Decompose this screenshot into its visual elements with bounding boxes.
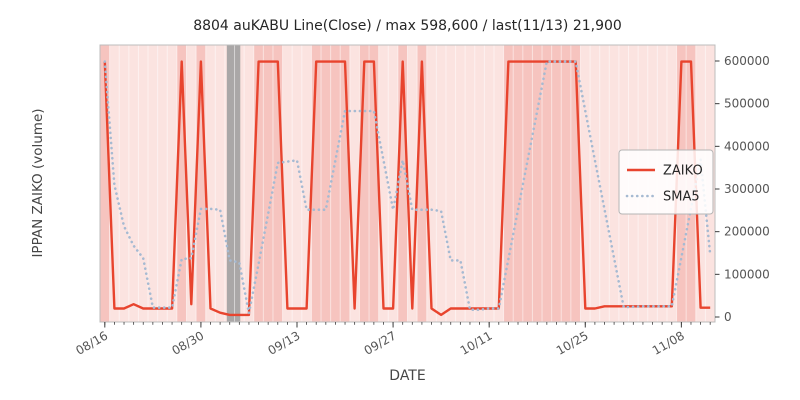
x-axis-label: DATE [389,368,426,384]
legend-label: SMA5 [663,190,700,205]
legend: ZAIKO SMA5 [618,149,714,215]
x-tick-label: 09/27 [362,328,399,357]
x-axis: 08/16 08/30 09/13 09/27 10/11 10/25 11/08 [73,322,711,358]
sma5-line [103,60,712,315]
highlight-band [196,45,206,322]
gray-band [226,45,241,322]
plot-border [99,44,716,323]
y-tick-label: 600000 [724,54,770,68]
x-tick-label: 10/11 [458,328,495,357]
y-tick-label: 500000 [724,97,770,111]
y-tick-label: 400000 [724,139,770,153]
y-tick-label: 200000 [724,225,770,239]
x-tick-label: 10/25 [554,328,591,357]
x-tick-label: 11/08 [650,328,687,357]
legend-item-zaiko: ZAIKO [627,164,703,179]
chart-title: 8804 auKABU Line(Close) / max 598,600 / … [193,18,622,34]
x-tick-label: 08/16 [73,328,110,357]
y-tick-label: 300000 [724,182,770,196]
x-tick-label: 09/13 [266,328,303,357]
highlight-band [417,45,427,322]
legend-label: ZAIKO [663,164,703,179]
legend-item-sma5: SMA5 [625,190,700,205]
y-tick-label: 100000 [724,267,770,281]
y-tick-label: 0 [724,310,732,324]
x-tick-label: 08/30 [169,328,206,357]
y-axis: 0 100000 200000 300000 400000 500000 600000 [715,54,770,324]
highlight-band [397,45,408,322]
legend-box [618,149,714,215]
highlight-band [176,45,187,322]
highlight-band [100,45,110,322]
